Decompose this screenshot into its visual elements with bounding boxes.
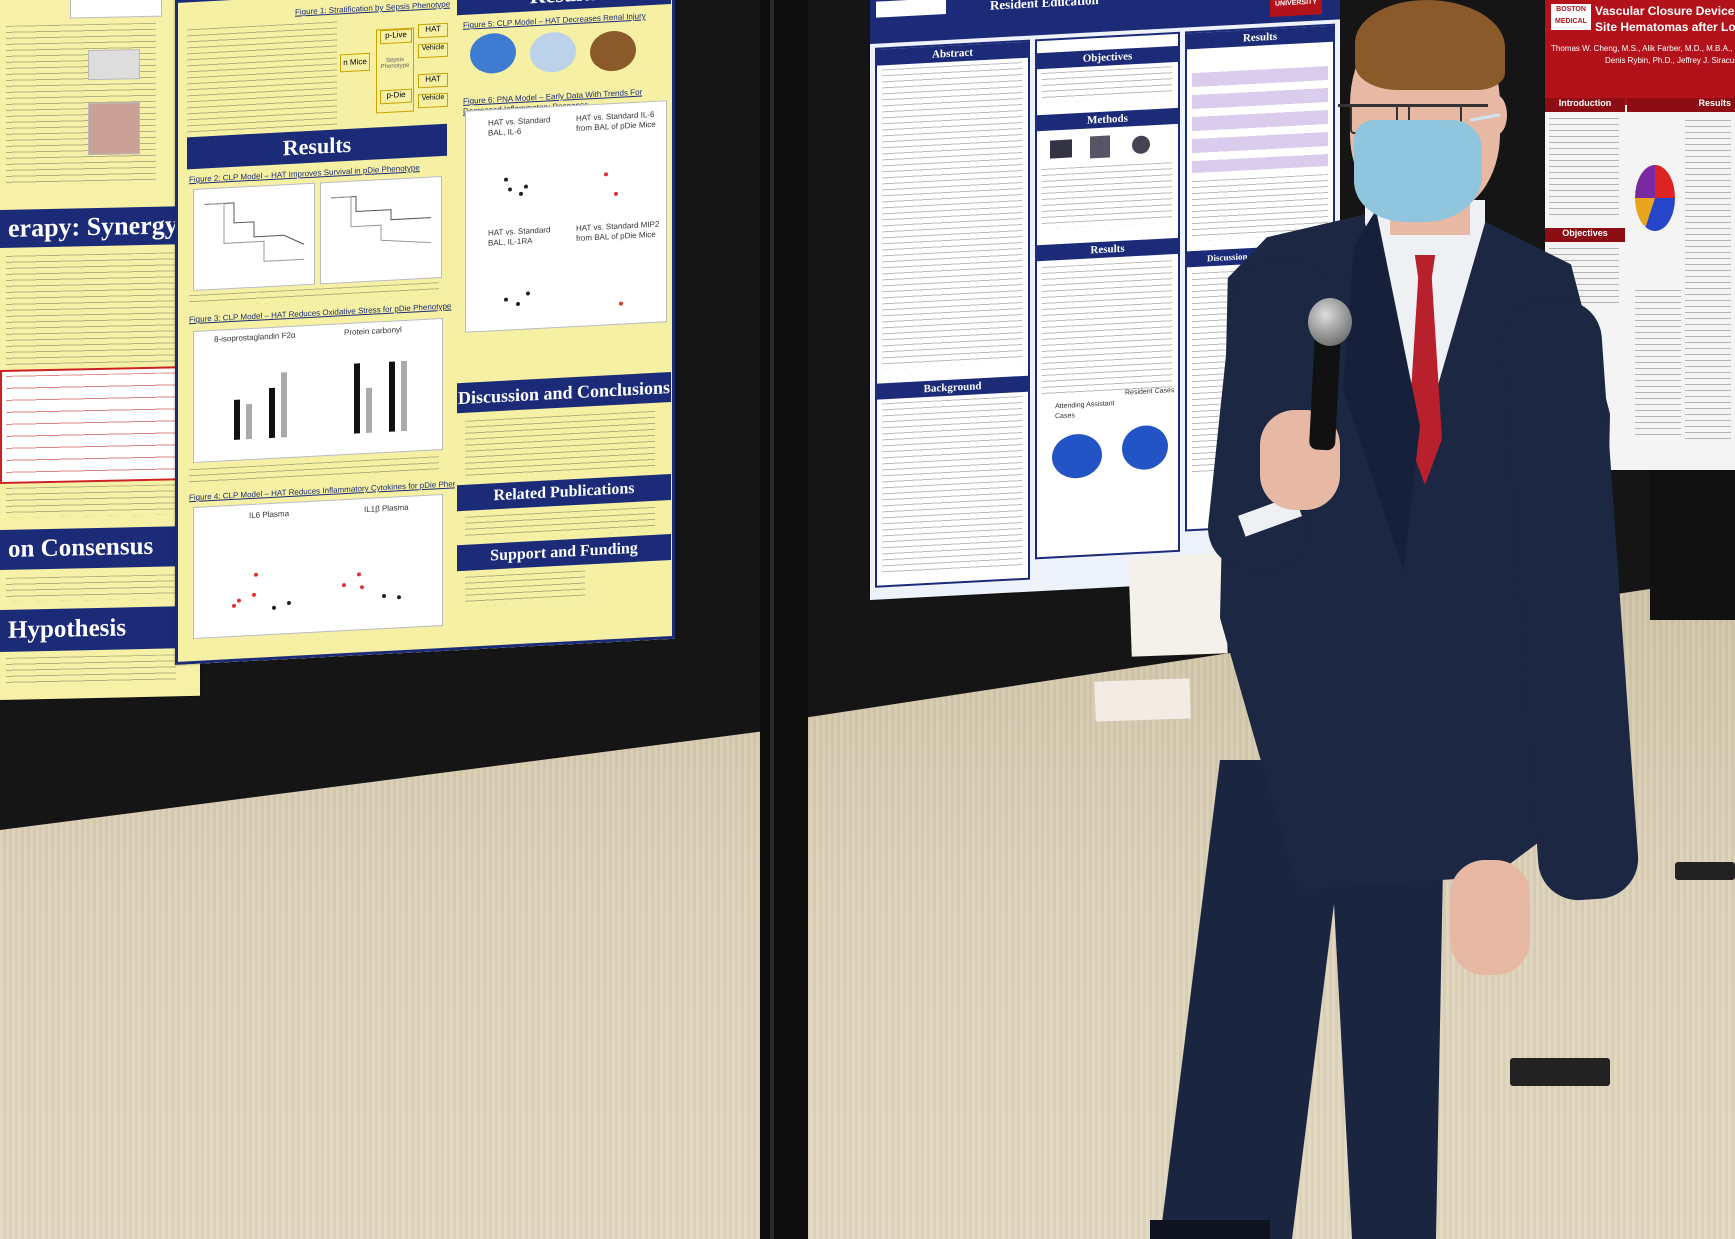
shoe [1150, 1220, 1270, 1239]
cytokine-scatter [232, 572, 401, 610]
pna-scatter [504, 172, 623, 307]
survival-curve-b [331, 195, 432, 244]
far-pie-chart [1635, 165, 1675, 231]
hair [1355, 0, 1505, 90]
left-poster: erapy: Synergy on Consensus Hypothesis [0, 0, 200, 700]
heading-synergy: erapy: Synergy [0, 206, 180, 248]
box-hat: HAT [418, 22, 448, 39]
board-stand-frame [770, 0, 774, 1239]
f4-label-a: IL6 Plasma [249, 509, 290, 521]
objectives-heading-far: Objectives [1545, 228, 1625, 242]
floor-foot-right [1675, 862, 1735, 880]
far-board-stand [1650, 440, 1735, 620]
survival-chart-b [320, 176, 442, 285]
box-vehicle: Vehicle [418, 42, 448, 59]
pna-charts: HAT vs. Standard BAL, IL-6 HAT vs. Stand… [465, 100, 667, 333]
poster-photo [88, 102, 140, 156]
box-sepsis: Sepsis Phenotype [380, 56, 410, 71]
introduction-heading: Introduction [1545, 98, 1625, 112]
poster-text-block [6, 484, 176, 518]
results-heading-far: Results [1627, 98, 1735, 112]
f6-label-a: HAT vs. Standard BAL, IL-6 [488, 115, 551, 138]
survival-curve-a [204, 202, 305, 262]
poster-text-block [465, 570, 585, 607]
far-results-text [1685, 120, 1731, 440]
far-intro-text [1549, 118, 1619, 218]
presenter [1150, 0, 1670, 1239]
boston-medical-logo: BOSTON MEDICAL [1551, 4, 1591, 30]
abstract-text [882, 62, 1022, 370]
far-poster-title-1: Vascular Closure Devices Are Associated [1595, 4, 1735, 18]
far-poster-authors: Thomas W. Cheng, M.S., Alik Farber, M.D.… [1551, 44, 1735, 53]
background-text [882, 396, 1022, 574]
heading-consensus: on Consensus [0, 526, 190, 570]
poster-text-block [187, 21, 337, 140]
middle-poster: Figure 1: Stratification by Sepsis Pheno… [175, 0, 675, 666]
heading-hypothesis: Hypothesis [0, 605, 195, 652]
far-poster-authors-2: Denis Rybin, Ph.D., Jeffrey J. Siracuse,… [1605, 56, 1735, 65]
poster-figure [70, 0, 162, 19]
right-hand [1450, 860, 1530, 975]
poster-table [0, 365, 194, 484]
far-results-text [1635, 290, 1681, 440]
oxidative-bars [234, 360, 407, 440]
poster-photo [88, 49, 140, 81]
box-vehicle-2: Vehicle [418, 92, 448, 109]
box-plive: p-Live [380, 28, 412, 45]
poster-text-block [6, 654, 176, 684]
poster-text-block [6, 574, 176, 602]
oxidative-stress-charts: 8-isoprostaglandin F2α Protein carbonyl [193, 317, 443, 464]
cytokine-charts: IL6 Plasma IL1β Plasma [193, 493, 443, 640]
method-icon [1090, 135, 1110, 159]
board-stand-post [760, 0, 808, 1239]
method-icon [1050, 139, 1072, 159]
poster-text-block [6, 252, 176, 366]
floor-foot [1510, 1058, 1610, 1086]
box-pdie: p-Die [380, 88, 412, 105]
face-mask [1354, 120, 1482, 222]
microphone-head [1308, 298, 1352, 346]
far-poster-title-2: Site Hematomas after Lower Extremity Rev [1595, 20, 1735, 34]
stratification-diagram: n Mice p-Live Sepsis Phenotype p-Die HAT… [340, 21, 450, 119]
poster-text-block [465, 410, 655, 477]
box-mice: n Mice [340, 52, 370, 73]
f6-label-c: HAT vs. Standard BAL, IL-1RA [488, 225, 551, 248]
pie-label-a: Attending Assistant Cases [1055, 400, 1115, 421]
survival-chart-a [193, 182, 315, 292]
box-hat-2: HAT [418, 72, 448, 89]
